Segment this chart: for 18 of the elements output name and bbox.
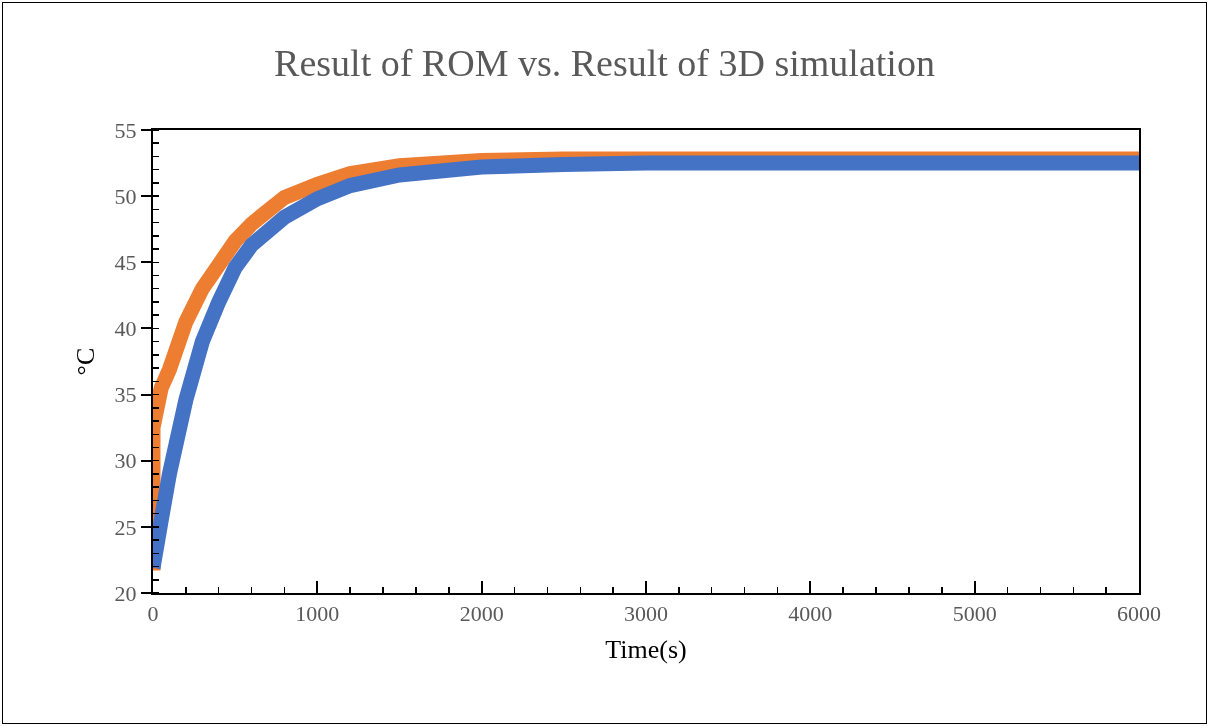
x-tick-label: 4000 bbox=[788, 601, 833, 627]
y-tick-label: 40 bbox=[114, 316, 137, 342]
y-tick-label: 55 bbox=[114, 117, 137, 143]
x-tick-label: 3000 bbox=[624, 601, 668, 627]
x-tick-label: 5000 bbox=[952, 601, 997, 627]
y-tick-label: 25 bbox=[114, 514, 137, 540]
x-tick-label: 0 bbox=[147, 601, 159, 627]
x-axis-title: Time(s) bbox=[605, 634, 687, 664]
y-axis-title: °C bbox=[71, 347, 101, 376]
x-tick-label: 6000 bbox=[1117, 601, 1161, 627]
y-tick-label: 45 bbox=[114, 249, 137, 275]
y-tick-label: 35 bbox=[114, 382, 137, 408]
y-tick-label: 20 bbox=[114, 580, 137, 606]
y-tick-label: 50 bbox=[114, 183, 137, 209]
chart-title: Result of ROM vs. Result of 3D simulation bbox=[274, 42, 935, 85]
y-tick-label: 30 bbox=[114, 448, 137, 474]
x-tick-label: 2000 bbox=[459, 601, 504, 627]
x-tick-label: 1000 bbox=[295, 601, 340, 627]
